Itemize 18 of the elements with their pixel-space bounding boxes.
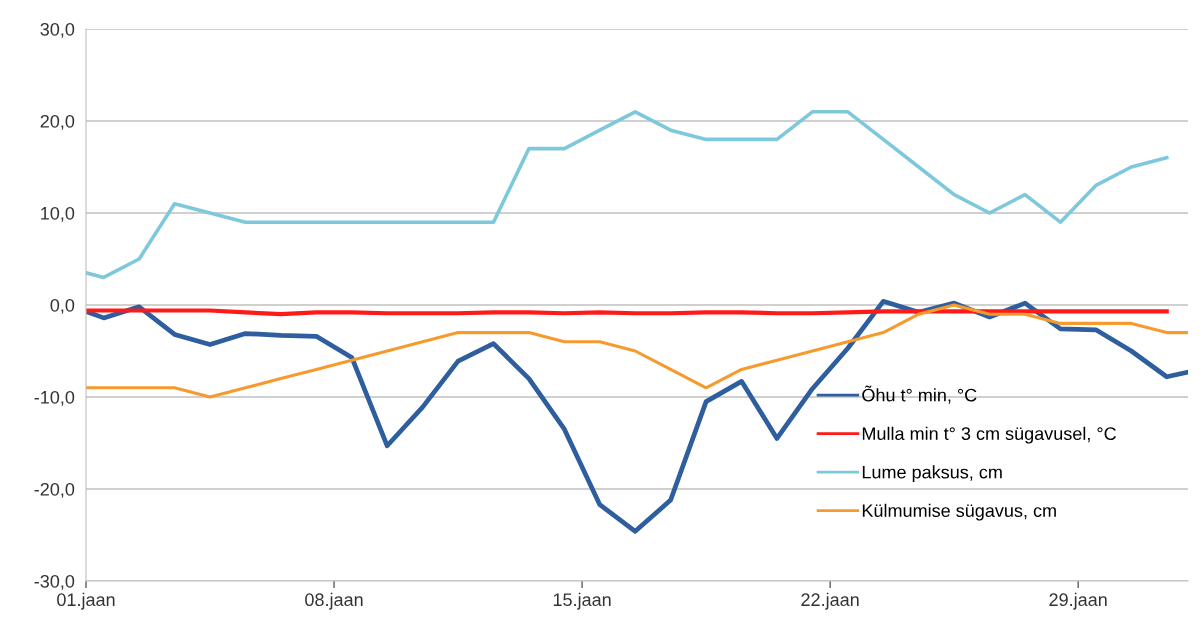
- y-tick-label: 30,0: [40, 22, 75, 38]
- x-tick-label: 29.jaan: [1049, 592, 1107, 610]
- y-tick-label: -30,0: [34, 574, 75, 590]
- legend-label: Lume paksus, cm: [862, 465, 1002, 483]
- y-tick-label: -20,0: [34, 482, 75, 498]
- x-tick-label: 08.jaan: [305, 592, 363, 610]
- legend-label: Külmumise sügavus, cm: [862, 503, 1056, 521]
- line-series: [86, 109, 1169, 280]
- y-tick-label: 10,0: [41, 206, 75, 222]
- x-tick-label: 01.jaan: [57, 592, 115, 610]
- y-tick-label: 0,0: [50, 298, 75, 314]
- x-tick-label: 15.jaan: [553, 592, 611, 610]
- legend-label: Mulla min t° 3 cm sügavusel, °C: [862, 426, 1116, 444]
- line-series: [86, 298, 1188, 534]
- legend-label: Õhu t° min, °C: [862, 385, 977, 404]
- y-tick-label: 20,0: [40, 114, 75, 130]
- y-tick-label: -10,0: [34, 390, 75, 406]
- x-tick-label: 22.jaan: [801, 592, 859, 610]
